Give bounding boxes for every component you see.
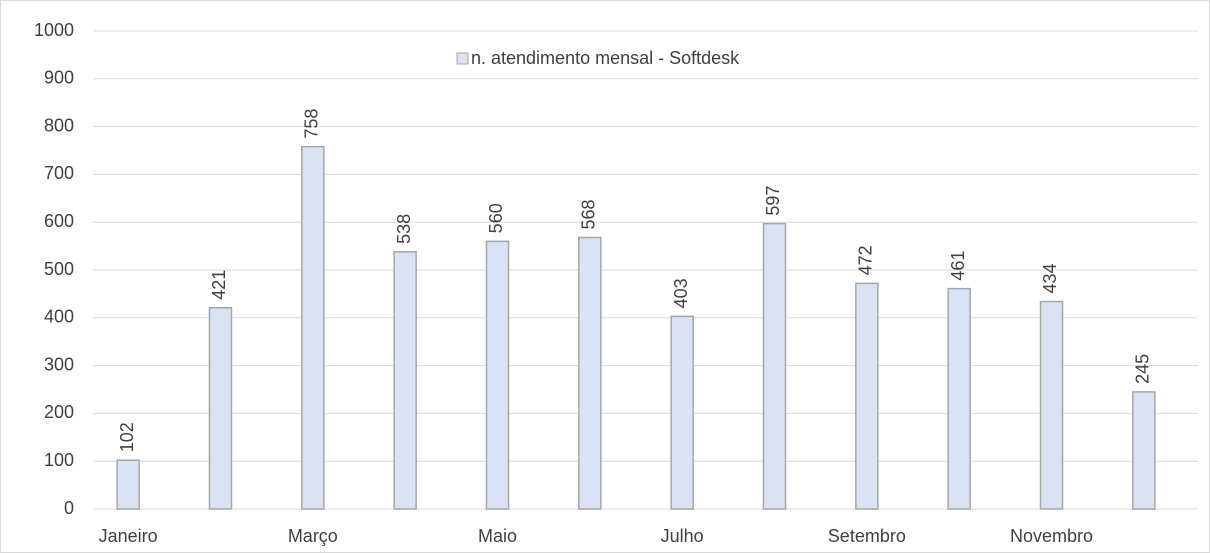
bar: [947, 287, 971, 510]
bar: [485, 240, 510, 510]
x-tick-label: Setembro: [828, 526, 906, 546]
data-label: 434: [1040, 264, 1060, 294]
bar: [578, 236, 602, 510]
y-tick-label: 100: [44, 450, 74, 470]
bar: [762, 222, 787, 510]
bar: [1039, 300, 1064, 510]
data-label: 472: [856, 245, 876, 275]
y-tick-label: 300: [44, 354, 74, 374]
data-label: 758: [302, 109, 322, 139]
data-label: 538: [394, 214, 414, 244]
data-label: 245: [1133, 354, 1153, 384]
y-tick-label: 800: [44, 115, 74, 135]
bar: [116, 459, 140, 510]
x-tick-label: Março: [288, 526, 338, 546]
legend-label: n. atendimento mensal - Softdesk: [471, 48, 740, 68]
y-tick-label: 700: [44, 163, 74, 183]
y-tick-label: 900: [44, 68, 74, 88]
legend-swatch: [456, 52, 469, 65]
data-label: 403: [671, 278, 691, 308]
bar: [301, 145, 325, 510]
bar: [1132, 391, 1156, 510]
x-tick-label: Maio: [478, 526, 517, 546]
bar: [855, 282, 879, 510]
y-tick-label: 1000: [34, 20, 74, 40]
data-label: 597: [763, 186, 783, 216]
bar: [208, 307, 233, 510]
x-tick-label: Janeiro: [99, 526, 158, 546]
data-label: 560: [486, 203, 506, 233]
y-tick-label: 200: [44, 402, 74, 422]
y-tick-label: 500: [44, 259, 74, 279]
x-tick-label: Novembro: [1010, 526, 1093, 546]
data-label: 568: [579, 199, 599, 229]
data-label: 102: [117, 422, 137, 452]
y-tick-label: 0: [64, 498, 74, 518]
y-tick-label: 600: [44, 211, 74, 231]
data-label: 421: [209, 270, 229, 300]
bar: [670, 315, 694, 510]
bar: [393, 251, 417, 510]
y-tick-label: 400: [44, 307, 74, 327]
data-label: 461: [948, 251, 968, 281]
x-tick-label: Julho: [661, 526, 704, 546]
